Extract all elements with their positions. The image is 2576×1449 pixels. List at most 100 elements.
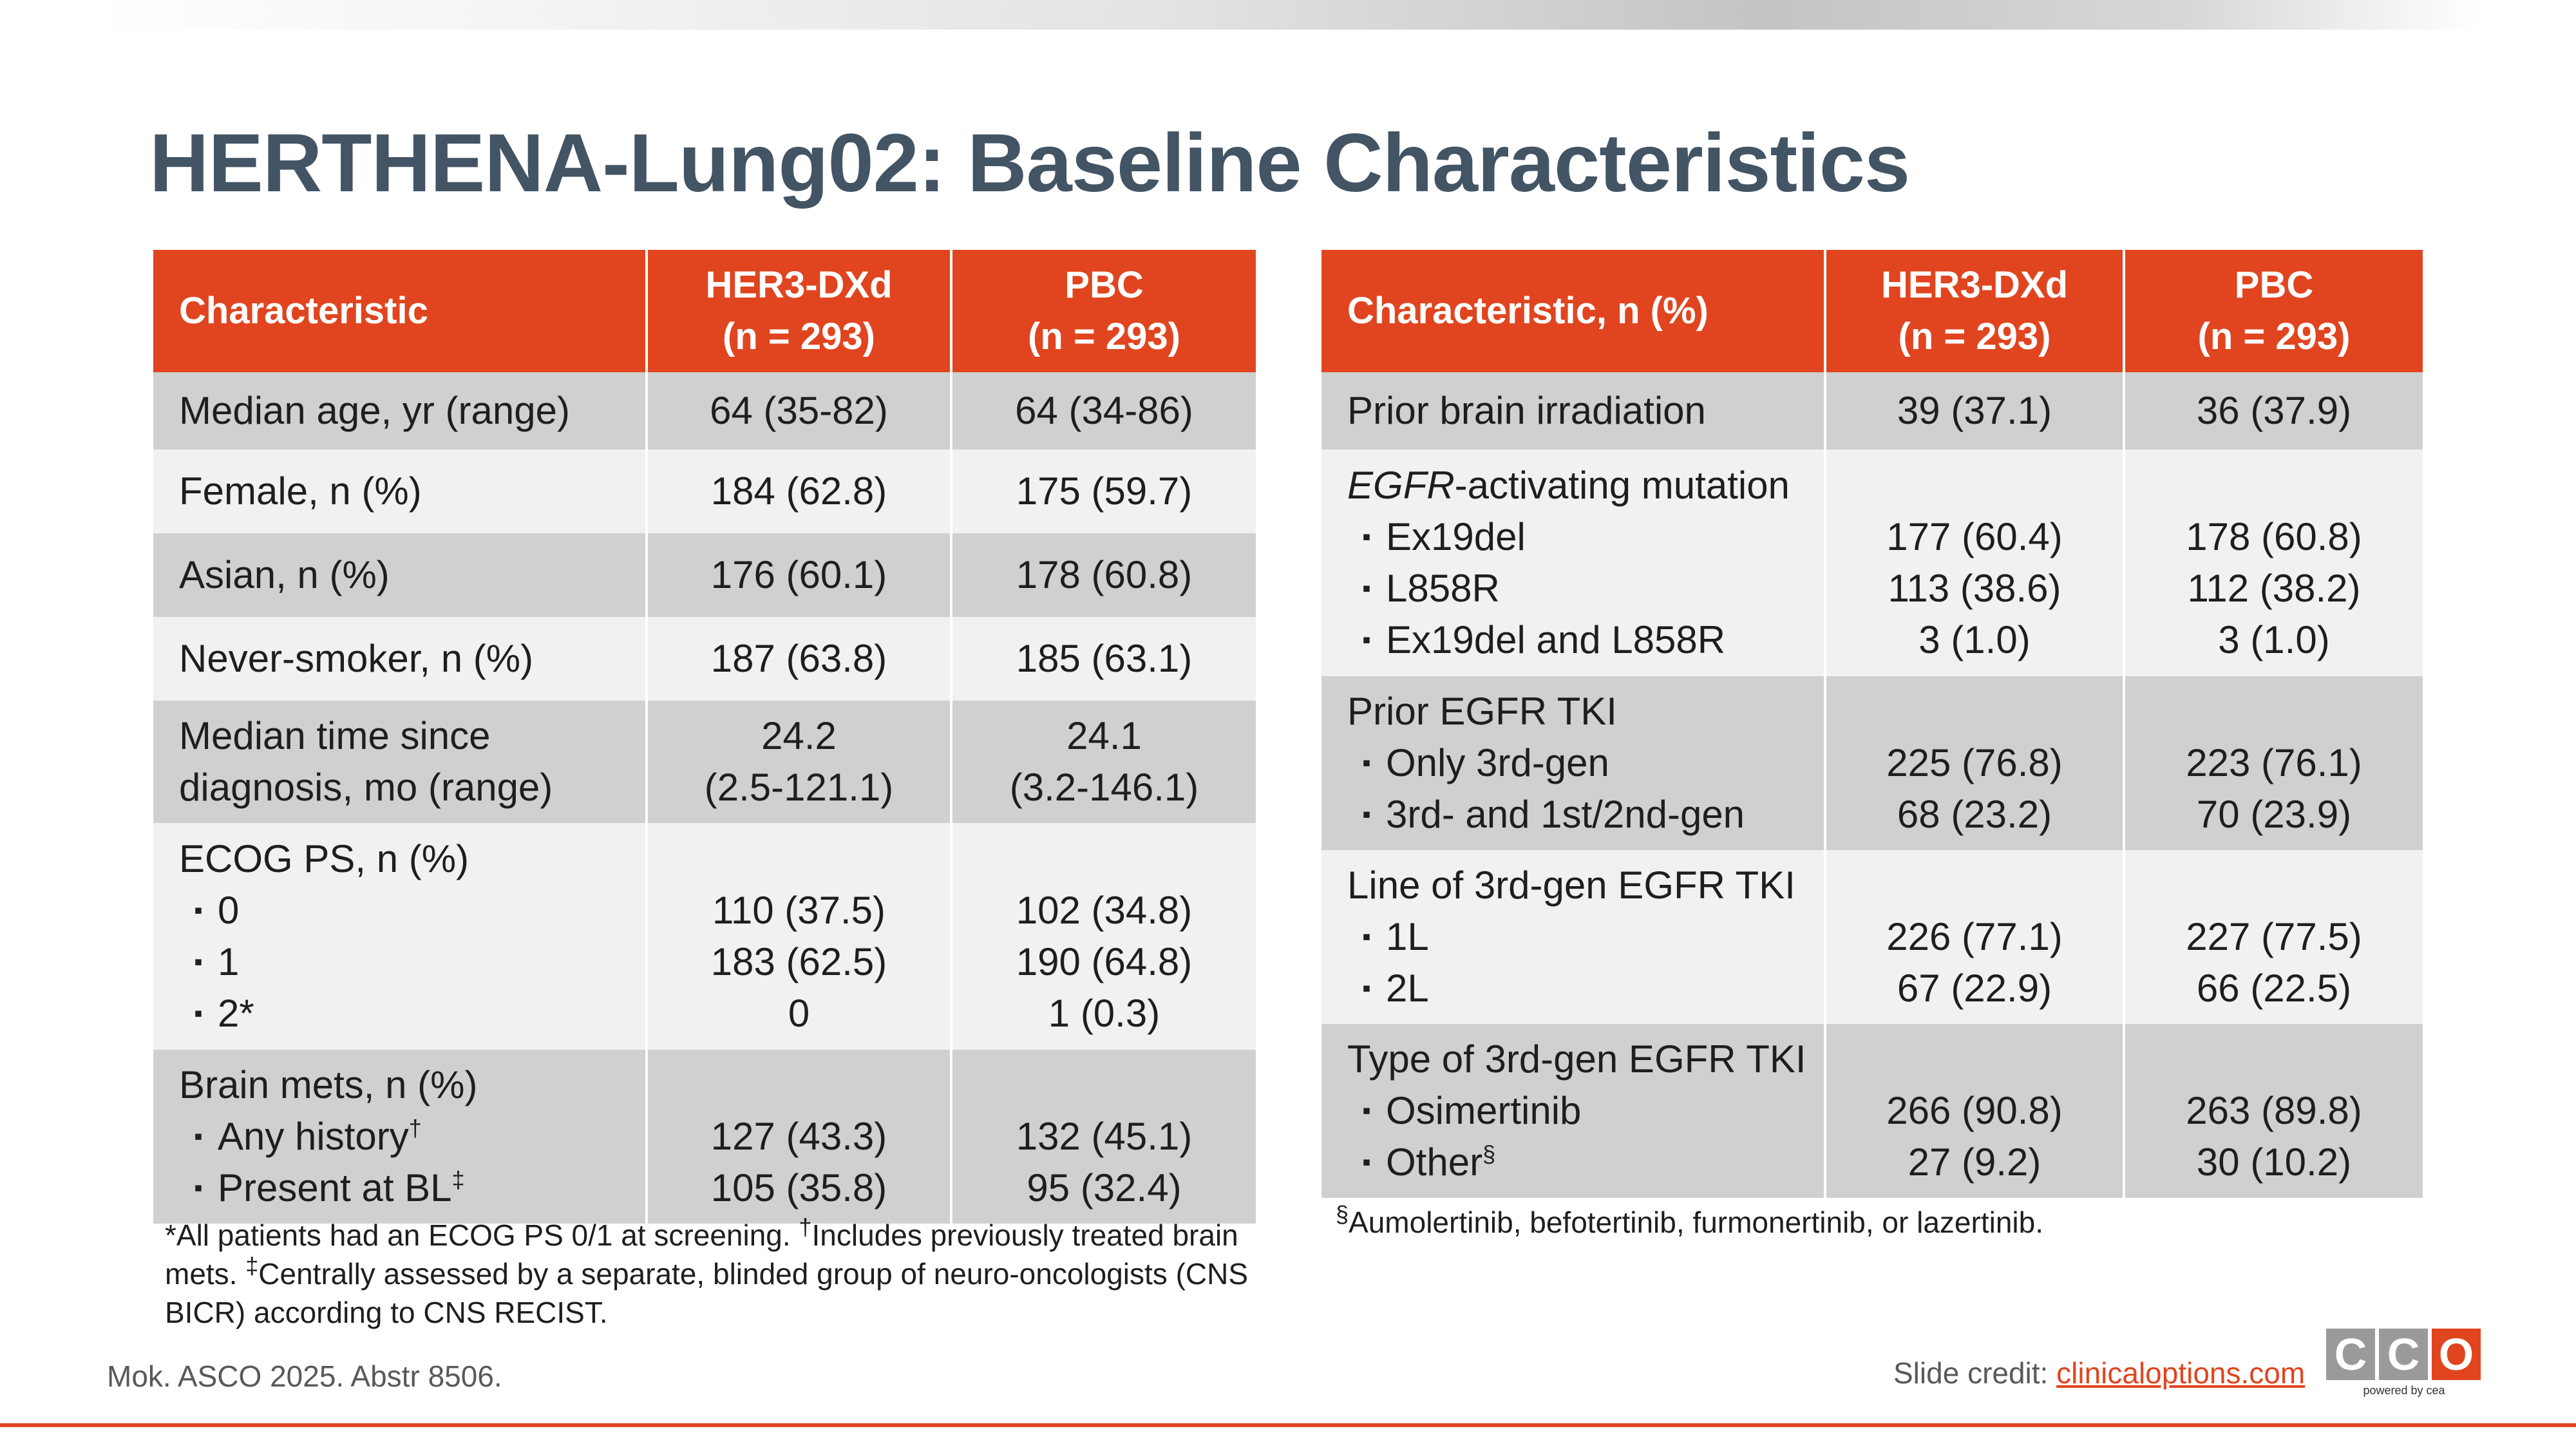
pbc-value: 223 (76.1) 70 (23.9) bbox=[2123, 676, 2423, 850]
pbc-value: 132 (45.1) 95 (32.4) bbox=[950, 1050, 1256, 1224]
row-label: Median age, yr (range) bbox=[179, 389, 570, 432]
bottom-accent-line bbox=[0, 1423, 2576, 1427]
right-header-characteristic: Characteristic, n (%) bbox=[1321, 250, 1825, 372]
her3-value: 266 (90.8) 27 (9.2) bbox=[1824, 1024, 2124, 1198]
right-footnote: §Aumolertinib, befotertinib, furmonertin… bbox=[1336, 1200, 2043, 1239]
right-baseline-table: Characteristic, n (%) HER3-DXd (n = 293) … bbox=[1321, 250, 2423, 1198]
row-label: Brain mets, n (%) ▪ Any history† ▪ Present… bbox=[153, 1050, 647, 1224]
logo-letter: C bbox=[2379, 1329, 2428, 1380]
row-label: Type of 3rd-gen EGFR TKI ▪ Osimertinib ▪ O… bbox=[1321, 1024, 1825, 1198]
her3-value: 226 (77.1) 67 (22.9) bbox=[1824, 850, 2124, 1024]
group-heading: ECOG PS, n (%) bbox=[179, 837, 469, 880]
left-table-header: Characteristic HER3-DXd (n = 293) PBC (n =… bbox=[153, 250, 1256, 372]
bullet-icon: ▪ bbox=[194, 897, 203, 924]
row-label: Asian, n (%) bbox=[179, 553, 390, 596]
bullet-icon: ▪ bbox=[1362, 923, 1371, 951]
logo-letters: C C O bbox=[2326, 1329, 2482, 1380]
table-row: Median age, yr (range) 64 (35-82) 64 (34… bbox=[153, 372, 1256, 450]
clinicaloptions-link[interactable]: clinicaloptions.com bbox=[2056, 1356, 2306, 1390]
bullet-icon: ▪ bbox=[1362, 1149, 1371, 1176]
her3-value: 184 (62.8) bbox=[645, 450, 951, 533]
right-header-pbc: PBC (n = 293) bbox=[2123, 250, 2423, 372]
table-row: Median time since diagnosis, mo (range) 2… bbox=[153, 701, 1256, 823]
list-item: ▪ 2* bbox=[179, 988, 620, 1039]
slide-title: HERTHENA-Lung02: Baseline Characteristic… bbox=[149, 117, 1910, 209]
pbc-value: 227 (77.5) 66 (22.5) bbox=[2123, 850, 2423, 1024]
list-item: ▪ 3rd- and 1st/2nd-gen bbox=[1347, 789, 1798, 840]
row-label: Never-smoker, n (%) bbox=[179, 637, 534, 680]
group-heading: Type of 3rd-gen EGFR TKI bbox=[1347, 1037, 1806, 1081]
table-row: Female, n (%) 184 (62.8) 175 (59.7) bbox=[153, 450, 1256, 533]
pbc-value: 178 (60.8) 112 (38.2) 3 (1.0) bbox=[2123, 450, 2423, 676]
list-item: ▪ Ex19del bbox=[1347, 511, 1798, 563]
table-row: Prior EGFR TKI ▪ Only 3rd-gen ▪ 3rd- and 1… bbox=[1321, 676, 2423, 850]
pbc-value: 102 (34.8) 190 (64.8) 1 (0.3) bbox=[950, 823, 1256, 1050]
slide-credit: Slide credit: clinicaloptions.com bbox=[1893, 1356, 2305, 1390]
her3-value: 225 (76.8) 68 (23.2) bbox=[1824, 676, 2124, 850]
logo-letter: C bbox=[2326, 1329, 2375, 1380]
left-header-her3dxd: HER3-DXd (n = 293) bbox=[645, 250, 951, 372]
bullet-icon: ▪ bbox=[1362, 524, 1371, 551]
pbc-value: 263 (89.8) 30 (10.2) bbox=[2123, 1024, 2423, 1198]
list-item: ▪ Only 3rd-gen bbox=[1347, 737, 1798, 789]
bullet-icon: ▪ bbox=[194, 949, 203, 976]
pbc-value: 178 (60.8) bbox=[950, 533, 1256, 617]
list-item: ▪ 0 bbox=[179, 885, 620, 936]
logo-letter: O bbox=[2432, 1329, 2481, 1380]
right-table-header: Characteristic, n (%) HER3-DXd (n = 293) … bbox=[1321, 250, 2423, 372]
pbc-value: 185 (63.1) bbox=[950, 617, 1256, 701]
table-row: Brain mets, n (%) ▪ Any history† ▪ Present… bbox=[153, 1050, 1256, 1224]
list-item: ▪ Other§ bbox=[1347, 1137, 1798, 1188]
table-row: Never-smoker, n (%) 187 (63.8) 185 (63.1… bbox=[153, 617, 1256, 701]
left-header-characteristic: Characteristic bbox=[153, 250, 647, 372]
row-label: ECOG PS, n (%) ▪ 0 ▪ 1 ▪ 2* bbox=[153, 823, 647, 1050]
logo-tagline: powered by cea bbox=[2363, 1384, 2445, 1397]
bullet-icon: ▪ bbox=[194, 1175, 203, 1202]
table-row: Asian, n (%) 176 (60.1) 178 (60.8) bbox=[153, 533, 1256, 617]
bullet-icon: ▪ bbox=[1362, 975, 1371, 1002]
her3-value: 176 (60.1) bbox=[645, 533, 951, 617]
row-label: Line of 3rd-gen EGFR TKI ▪ 1L ▪ 2L bbox=[1321, 850, 1825, 1024]
table-row: Line of 3rd-gen EGFR TKI ▪ 1L ▪ 2L 226 (77… bbox=[1321, 850, 2423, 1024]
group-heading: Brain mets, n (%) bbox=[179, 1063, 478, 1106]
table-row: ECOG PS, n (%) ▪ 0 ▪ 1 ▪ 2* 110 (37.5) 183 (… bbox=[153, 823, 1256, 1050]
left-header-pbc: PBC (n = 293) bbox=[950, 250, 1256, 372]
bullet-icon: ▪ bbox=[194, 1123, 203, 1150]
list-item: ▪ Any history† bbox=[179, 1111, 620, 1162]
her3-value: 24.2 (2.5-121.1) bbox=[645, 701, 951, 823]
pbc-value: 24.1 (3.2-146.1) bbox=[950, 701, 1256, 823]
table-row: Type of 3rd-gen EGFR TKI ▪ Osimertinib ▪ O… bbox=[1321, 1024, 2423, 1198]
list-item: ▪ L858R bbox=[1347, 563, 1798, 614]
right-header-her3dxd: HER3-DXd (n = 293) bbox=[1824, 250, 2124, 372]
pbc-value: 36 (37.9) bbox=[2123, 372, 2423, 450]
group-heading: EGFR-activating mutation bbox=[1347, 464, 1790, 507]
table-row: Prior brain irradiation 39 (37.1) 36 (37… bbox=[1321, 372, 2423, 450]
her3-value: 127 (43.3) 105 (35.8) bbox=[645, 1050, 951, 1224]
her3-value: 110 (37.5) 183 (62.5) 0 bbox=[645, 823, 951, 1050]
row-label: Prior brain irradiation bbox=[1347, 389, 1706, 432]
source-citation: Mok. ASCO 2025. Abstr 8506. bbox=[107, 1359, 502, 1393]
her3-value: 177 (60.4) 113 (38.6) 3 (1.0) bbox=[1824, 450, 2124, 676]
pbc-value: 175 (59.7) bbox=[950, 450, 1256, 533]
list-item: ▪ 1L bbox=[1347, 911, 1798, 963]
pbc-value: 64 (34-86) bbox=[950, 372, 1256, 450]
bullet-icon: ▪ bbox=[1362, 1097, 1371, 1124]
her3-value: 39 (37.1) bbox=[1824, 372, 2124, 450]
cco-logo: C C O powered by cea bbox=[2326, 1329, 2482, 1397]
credit-label: Slide credit: bbox=[1893, 1356, 2057, 1390]
row-label: Prior EGFR TKI ▪ Only 3rd-gen ▪ 3rd- and 1… bbox=[1321, 676, 1825, 850]
group-heading: Prior EGFR TKI bbox=[1347, 690, 1617, 733]
list-item: ▪ 1 bbox=[179, 936, 620, 988]
bullet-icon: ▪ bbox=[1362, 801, 1371, 828]
row-label: Median time since diagnosis, mo (range) bbox=[179, 714, 553, 809]
top-gradient-bar bbox=[97, 0, 2479, 30]
bullet-icon: ▪ bbox=[1362, 575, 1371, 602]
list-item: ▪ 2L bbox=[1347, 963, 1798, 1014]
her3-value: 187 (63.8) bbox=[645, 617, 951, 701]
table-row: EGFR-activating mutation ▪ Ex19del ▪ L858R… bbox=[1321, 450, 2423, 676]
bullet-icon: ▪ bbox=[1362, 627, 1371, 654]
left-baseline-table: Characteristic HER3-DXd (n = 293) PBC (n =… bbox=[153, 250, 1256, 1224]
row-label: Female, n (%) bbox=[179, 469, 422, 513]
bullet-icon: ▪ bbox=[1362, 750, 1371, 777]
list-item: ▪ Present at BL‡ bbox=[179, 1162, 620, 1214]
